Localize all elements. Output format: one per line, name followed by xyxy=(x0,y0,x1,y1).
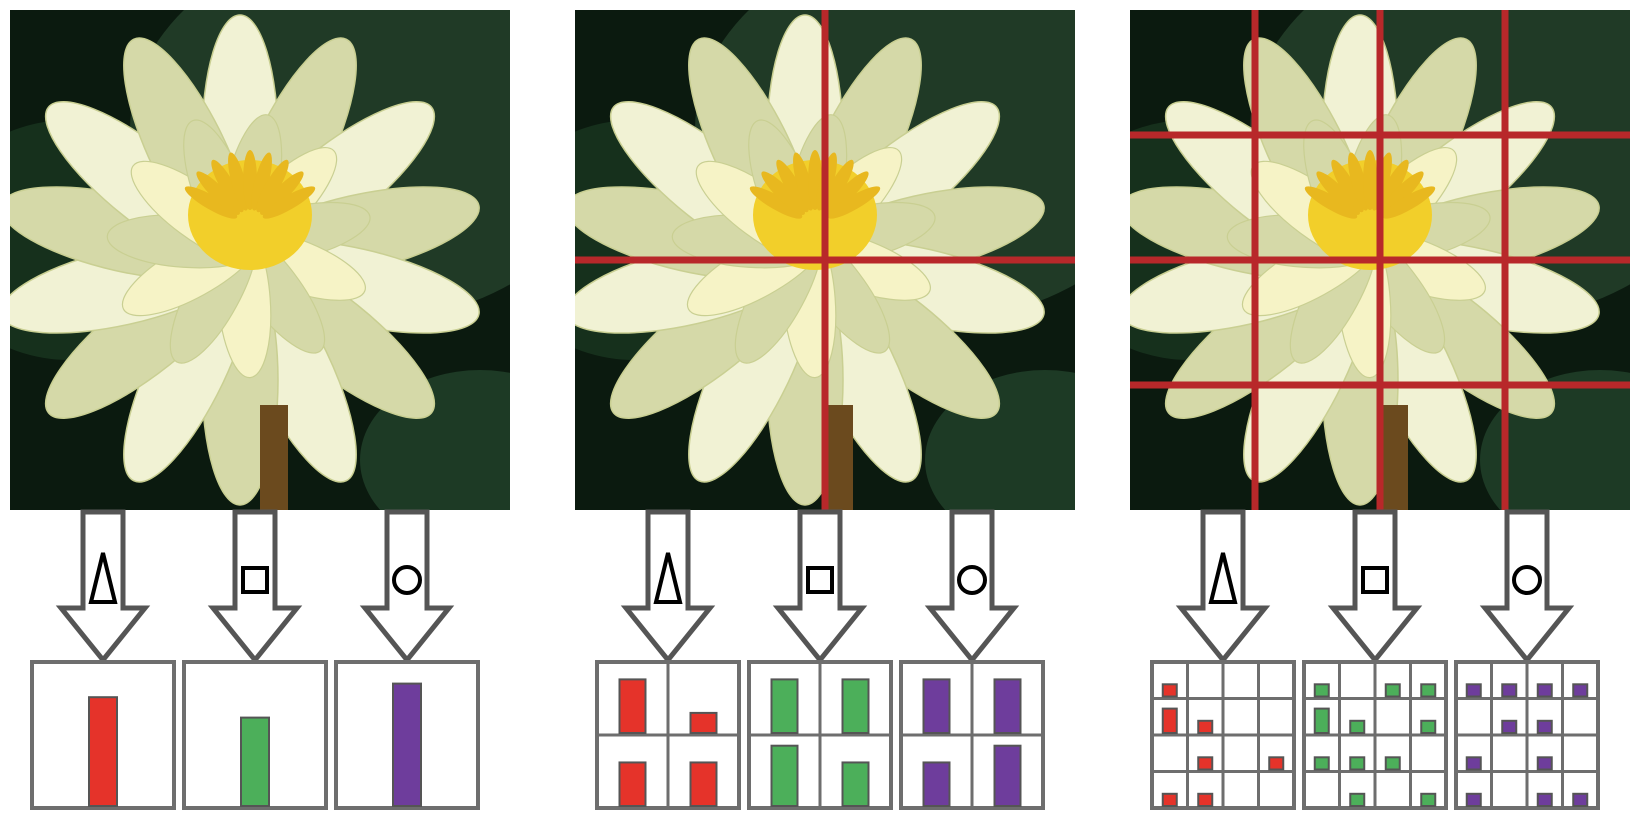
histogram-bar xyxy=(1161,707,1178,734)
histogram-bar xyxy=(240,716,270,807)
histogram-bar xyxy=(841,678,870,735)
histogram-triangle xyxy=(595,660,741,810)
histogram-bar xyxy=(1572,792,1589,807)
down-arrow xyxy=(1175,509,1271,664)
grid-overlay xyxy=(1130,10,1630,510)
flower xyxy=(575,14,1045,506)
histogram-bar xyxy=(689,711,718,735)
circle-symbol xyxy=(1512,565,1542,595)
pyramid-level-0 xyxy=(10,10,510,810)
histogram-bar xyxy=(1349,756,1366,771)
histogram-bar xyxy=(1161,792,1178,807)
histogram-circle xyxy=(899,660,1045,810)
histogram-bar xyxy=(1349,719,1366,734)
histogram-bar xyxy=(1197,719,1214,734)
histogram-circle xyxy=(334,660,480,810)
histogram-bar xyxy=(392,682,422,807)
histogram-bar xyxy=(993,678,1022,735)
square-symbol xyxy=(1361,566,1389,594)
down-arrow xyxy=(772,509,868,664)
histogram-bar xyxy=(770,744,799,808)
histogram-square xyxy=(182,660,328,810)
stem xyxy=(260,405,288,510)
histogram-bar xyxy=(1420,683,1437,698)
triangle-symbol xyxy=(1208,552,1238,604)
triangle-symbol xyxy=(88,552,118,604)
flower-image xyxy=(10,10,510,510)
histogram-circle xyxy=(1454,660,1600,810)
histogram-bar xyxy=(922,678,951,735)
flower-image xyxy=(575,10,1075,510)
histogram-bar xyxy=(1501,683,1518,698)
flower-image xyxy=(1130,10,1630,510)
circle-symbol xyxy=(957,565,987,595)
flower xyxy=(10,14,480,506)
histogram-bar xyxy=(1161,683,1178,698)
down-arrow xyxy=(924,509,1020,664)
histogram-bar xyxy=(1536,792,1553,807)
histogram-bar xyxy=(1349,792,1366,807)
down-arrow xyxy=(1479,509,1575,664)
histogram-bar xyxy=(1313,756,1330,771)
histogram-bar xyxy=(1268,756,1285,771)
down-arrow xyxy=(620,509,716,664)
square-symbol xyxy=(806,566,834,594)
histogram-bar xyxy=(1313,707,1330,734)
histogram-triangle xyxy=(30,660,176,810)
pyramid-level-1 xyxy=(575,10,1075,810)
histogram-square xyxy=(1302,660,1448,810)
stem xyxy=(825,405,853,510)
histogram-bar xyxy=(1420,792,1437,807)
histogram-square xyxy=(747,660,893,810)
down-arrow xyxy=(55,509,151,664)
histogram-triangle xyxy=(1150,660,1296,810)
histogram-bar xyxy=(1197,756,1214,771)
histogram-bar xyxy=(770,678,799,735)
histogram-bar xyxy=(922,761,951,808)
histogram-bar xyxy=(1197,792,1214,807)
histogram-bar xyxy=(993,744,1022,808)
histogram-bar xyxy=(1465,756,1482,771)
histogram-bar xyxy=(618,678,647,735)
histogram-bar xyxy=(1384,683,1401,698)
histogram-bar xyxy=(1465,792,1482,807)
histogram-bar xyxy=(689,761,718,808)
down-arrow xyxy=(207,509,303,664)
histogram-bar xyxy=(1501,719,1518,734)
stem xyxy=(1380,405,1408,510)
down-arrow xyxy=(359,509,455,664)
histogram-bar xyxy=(88,696,118,808)
circle-symbol xyxy=(392,565,422,595)
triangle-symbol xyxy=(653,552,683,604)
histogram-bar xyxy=(1536,756,1553,771)
histogram-bar xyxy=(1536,719,1553,734)
histogram-bar xyxy=(1420,719,1437,734)
histogram-bar xyxy=(618,761,647,808)
histogram-bar xyxy=(1572,683,1589,698)
pyramid-level-2 xyxy=(1130,10,1630,810)
down-arrow xyxy=(1327,509,1423,664)
histogram-bar xyxy=(1536,683,1553,698)
square-symbol xyxy=(241,566,269,594)
histogram-bar xyxy=(1313,683,1330,698)
grid-overlay xyxy=(575,10,1075,510)
histogram-bar xyxy=(1384,756,1401,771)
histogram-bar xyxy=(1465,683,1482,698)
histogram-bar xyxy=(841,761,870,808)
